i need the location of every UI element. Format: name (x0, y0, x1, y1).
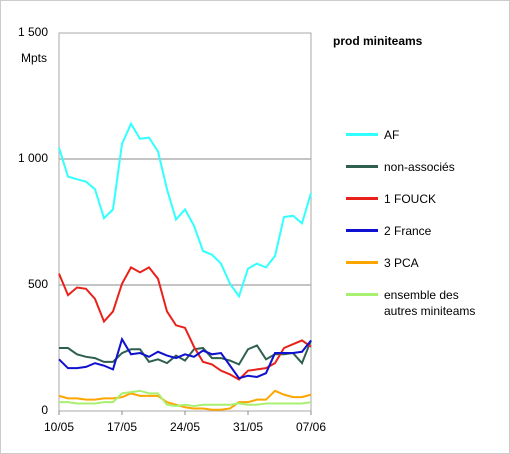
legend-label: AF (384, 128, 400, 142)
legend-swatch (346, 197, 378, 200)
legend-label: 2 France (384, 224, 432, 238)
legend-entry: 2 France (346, 223, 501, 239)
x-tick-label: 10/05 (44, 420, 74, 434)
x-tick-label: 31/05 (233, 420, 263, 434)
legend-entry: 1 FOUCK (346, 191, 501, 207)
legend: AF non-associés 1 FOUCK 2 France 3 PCA ensemb… (346, 127, 501, 335)
legend-entry: 3 PCA (346, 255, 501, 271)
y-tick-label: 1 000 (18, 151, 48, 165)
y-tick-label: 0 (41, 403, 48, 417)
legend-label: ensemble des autres miniteams (384, 288, 476, 318)
legend-entry: non-associés (346, 159, 501, 175)
legend-entry: ensemble des autres miniteams (346, 287, 501, 319)
series-line (59, 389, 312, 407)
chart-title: prod miniteams (333, 34, 423, 48)
legend-label: non-associés (384, 160, 455, 174)
y-tick-label: 500 (28, 277, 48, 291)
series-line (58, 389, 312, 411)
legend-swatch (346, 261, 378, 264)
x-tick-label: 07/06 (296, 420, 326, 434)
legend-swatch (346, 133, 378, 136)
legend-swatch (346, 293, 378, 296)
y-tick-label: 1 500 (18, 25, 48, 39)
x-tick-label: 17/05 (107, 420, 137, 434)
series-line (58, 121, 312, 299)
legend-label: 3 PCA (384, 256, 419, 270)
x-tick-label: 24/05 (170, 420, 200, 434)
legend-swatch (346, 229, 378, 232)
y-axis-label: Mpts (21, 51, 47, 65)
legend-label: 1 FOUCK (384, 192, 437, 206)
legend-swatch (346, 165, 378, 168)
series-line (58, 336, 312, 380)
legend-entry: AF (346, 127, 501, 143)
series-line (59, 340, 312, 366)
